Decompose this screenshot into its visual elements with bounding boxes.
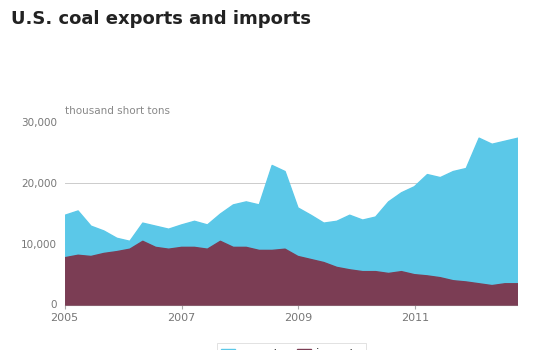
Legend: exports, imports: exports, imports bbox=[217, 343, 365, 350]
Text: thousand short tons: thousand short tons bbox=[65, 105, 170, 116]
Text: U.S. coal exports and imports: U.S. coal exports and imports bbox=[11, 10, 311, 28]
